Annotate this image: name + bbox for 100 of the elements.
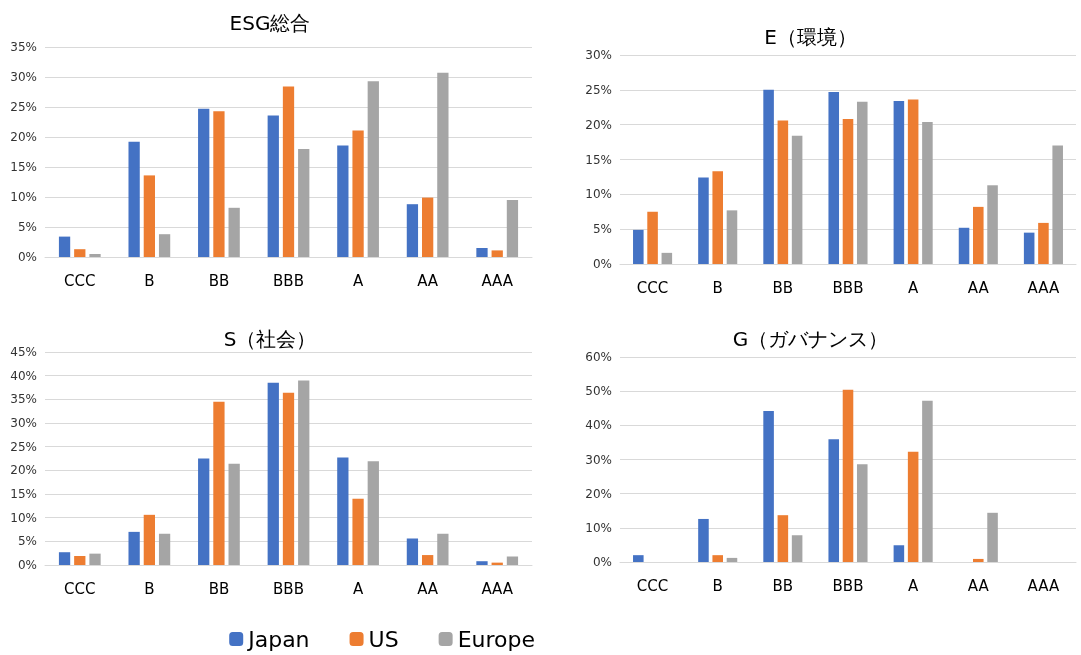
y-tick-label: 45% (10, 345, 37, 359)
y-tick-label: 0% (17, 558, 37, 572)
y-tick-label: 5% (17, 534, 37, 549)
bar (633, 229, 644, 264)
y-tick-label: 10% (10, 190, 37, 204)
y-tick-label: 15% (10, 160, 37, 174)
legend-label: US (368, 626, 399, 652)
bar (128, 531, 140, 565)
x-tick-label: BBB (273, 271, 304, 290)
bar (777, 515, 789, 562)
bar (74, 556, 86, 565)
x-tick-label: AAA (1027, 576, 1060, 595)
y-tick-label: 15% (10, 487, 37, 501)
bar (726, 210, 738, 264)
bar (973, 558, 984, 562)
y-tick-label: 25% (10, 100, 37, 114)
bar (267, 382, 279, 565)
y-tick-label: 30% (10, 416, 37, 430)
bar (228, 207, 240, 257)
y-tick-label: 20% (585, 486, 612, 501)
y-tick-label: 15% (585, 152, 612, 167)
bar (58, 236, 71, 257)
bar (987, 512, 998, 562)
bar (422, 197, 434, 257)
y-tick-label: 20% (10, 463, 37, 478)
bar (1023, 232, 1035, 264)
x-tick-label: BB (772, 576, 794, 595)
bar (647, 211, 658, 264)
bar (298, 380, 310, 565)
bar (282, 86, 295, 257)
y-tick-label: 5% (592, 222, 612, 237)
x-tick-label: CCC (636, 576, 669, 595)
bar (58, 552, 71, 565)
bar (698, 518, 709, 562)
x-tick-label: B (712, 278, 723, 297)
bar (298, 149, 310, 257)
bar (661, 252, 673, 264)
x-tick-label: BBB (832, 576, 864, 595)
bar (143, 175, 155, 257)
bar (437, 72, 449, 257)
y-tick-label: 50% (585, 384, 612, 399)
x-tick-label: A (352, 271, 364, 290)
legend-label: Europe (457, 626, 536, 652)
bar (763, 89, 774, 264)
bar (712, 555, 723, 562)
legend-label: Japan (246, 626, 310, 652)
bar (1038, 222, 1049, 264)
bar (158, 533, 171, 565)
bar (337, 457, 349, 565)
bar (213, 111, 225, 257)
x-tick-label: B (712, 576, 723, 595)
bar (907, 99, 919, 264)
x-tick-label: AA (417, 271, 439, 290)
chart-title: S（社会） (223, 327, 317, 351)
bar (987, 185, 998, 264)
bar (958, 227, 970, 264)
bar (74, 249, 86, 257)
y-tick-label: 20% (10, 130, 37, 144)
y-tick-label: 60% (585, 350, 612, 364)
bar (893, 100, 905, 264)
x-tick-label: CCC (636, 278, 669, 297)
bar (842, 389, 854, 562)
bar (228, 463, 240, 565)
x-tick-label: AA (417, 579, 439, 598)
y-tick-label: 25% (585, 82, 612, 97)
bar (828, 439, 840, 562)
y-tick-label: 10% (10, 510, 37, 525)
bar (198, 108, 210, 257)
bar (337, 145, 349, 257)
bar (842, 119, 854, 264)
chart-title: G（ガバナンス） (732, 327, 889, 351)
x-tick-label: BBB (832, 278, 864, 297)
y-tick-label: 30% (585, 452, 612, 467)
bar (698, 177, 709, 264)
bar (406, 538, 419, 565)
bar (791, 135, 803, 264)
y-tick-label: 40% (10, 368, 37, 383)
x-tick-label: BB (208, 579, 230, 598)
bar (1052, 145, 1063, 264)
x-tick-label: B (144, 271, 155, 290)
bar (352, 130, 364, 257)
x-tick-label: BB (208, 271, 230, 290)
y-tick-label: 0% (592, 257, 612, 271)
bar (907, 451, 919, 562)
y-tick-label: 35% (10, 40, 37, 54)
bar (856, 464, 868, 562)
bar (367, 81, 379, 257)
bar (712, 171, 723, 264)
bar (791, 535, 803, 562)
x-tick-label: AAA (481, 579, 514, 598)
y-tick-label: 35% (10, 392, 37, 407)
bar (198, 458, 210, 565)
y-tick-label: 20% (585, 117, 612, 132)
x-tick-label: B (144, 579, 155, 598)
chart-title: ESG総合 (229, 11, 311, 35)
y-tick-label: 25% (10, 439, 37, 454)
y-tick-label: 5% (17, 220, 37, 234)
x-tick-label: A (908, 576, 920, 595)
bar (422, 555, 434, 565)
bar (491, 250, 503, 257)
